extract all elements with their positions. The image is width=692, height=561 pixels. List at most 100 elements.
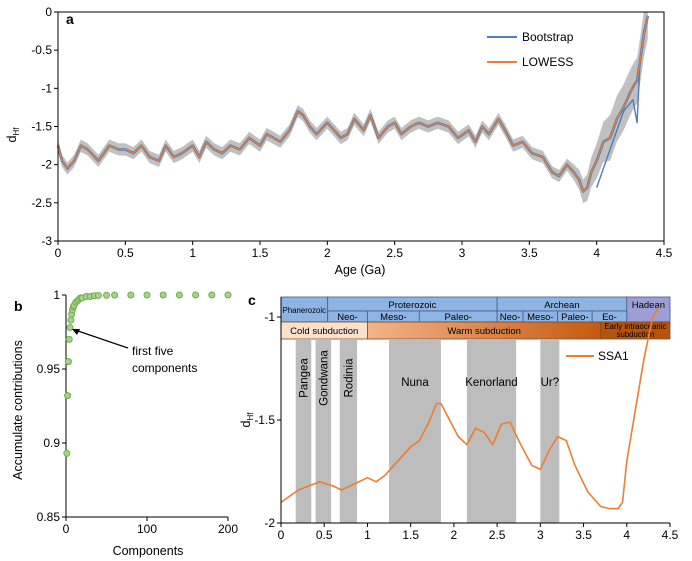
panel-c-series bbox=[280, 306, 661, 510]
era-label: Paleo- bbox=[444, 312, 471, 323]
y-tick-label: -1 bbox=[41, 81, 52, 95]
x-tick-label: 200 bbox=[218, 522, 238, 536]
y-tick-label: 0.85 bbox=[37, 510, 61, 524]
era-label: Neo- bbox=[337, 312, 358, 323]
subduction-cell bbox=[600, 321, 671, 340]
supercontinent-label: Rodinia bbox=[343, 358, 355, 398]
data-point bbox=[64, 358, 72, 366]
data-point bbox=[67, 316, 75, 324]
panel-c: c Pangea Gondwana Rodinia Nuna Kenorland Ur? … bbox=[239, 292, 679, 542]
data-point bbox=[65, 335, 73, 343]
x-tick-label: 1.5 bbox=[402, 528, 419, 542]
x-tick-label: 2 bbox=[324, 246, 331, 260]
data-point bbox=[64, 392, 72, 400]
x-tick-label: 4.5 bbox=[656, 246, 673, 260]
era-label: Eo- bbox=[602, 312, 617, 323]
annotation-arrow bbox=[74, 329, 129, 349]
data-point bbox=[208, 291, 216, 299]
data-point bbox=[192, 291, 200, 299]
panel-c-letter: c bbox=[248, 292, 256, 308]
panel-b-ylabel: Accumulate contributions bbox=[11, 340, 25, 480]
era-label: Paleo- bbox=[561, 312, 588, 323]
y-tick-label: 0 bbox=[45, 5, 52, 19]
panel-b-points bbox=[63, 291, 232, 457]
x-tick-label: 0 bbox=[278, 528, 285, 542]
legend-lowess-label: LOWESS bbox=[522, 55, 573, 69]
data-point bbox=[175, 291, 183, 299]
supercontinent-label: Gondwana bbox=[318, 350, 330, 406]
y-tick-label: -2 bbox=[264, 516, 275, 530]
panel-a-xlabel: Age (Ga) bbox=[335, 263, 386, 277]
subduction-label: Warm subduction bbox=[447, 326, 521, 337]
data-point bbox=[103, 291, 110, 299]
data-point bbox=[111, 291, 119, 299]
supercontinent-band bbox=[466, 340, 517, 523]
panel-c-ylabel: dHf bbox=[239, 412, 255, 428]
data-point bbox=[159, 291, 167, 299]
x-tick-label: 0 bbox=[63, 522, 70, 536]
panel-b-xlabel: Components bbox=[113, 544, 184, 558]
panel-a-axes: 0 0.5 1 1.5 2 2.5 3 3.5 4 4.5 0 -0.5 -1 -1.5 -2 -2.5 -3 bbox=[31, 5, 672, 260]
panel-a-letter: a bbox=[66, 11, 74, 27]
eon-label: Archean bbox=[544, 300, 579, 311]
data-point bbox=[66, 324, 74, 332]
x-tick-label: 4 bbox=[593, 246, 600, 260]
panel-a-series bbox=[56, 15, 650, 193]
supercontinent-band bbox=[540, 340, 560, 523]
x-tick-label: 2.5 bbox=[489, 528, 506, 542]
eon-cell bbox=[280, 296, 329, 323]
x-tick-label: 1 bbox=[189, 246, 196, 260]
panel-c-axes: 0 0.5 1 1.5 2 2.5 3 3.5 4 4.5 -1 -1.5 -2 bbox=[254, 297, 679, 542]
y-tick-label: -0.5 bbox=[31, 43, 52, 57]
ssa1-line bbox=[280, 306, 661, 510]
y-tick-label: 0.95 bbox=[37, 362, 61, 376]
era-label: Neo- bbox=[500, 312, 521, 323]
legend-ssa1-label: SSA1 bbox=[598, 349, 629, 363]
x-tick-label: 2.5 bbox=[386, 246, 403, 260]
y-tick-label: -1.5 bbox=[254, 413, 275, 427]
x-tick-label: 4.5 bbox=[662, 528, 679, 542]
supercontinent-label: Kenorland bbox=[465, 377, 517, 389]
supercontinent-label: Ur? bbox=[541, 377, 560, 389]
data-point bbox=[224, 291, 232, 299]
supercontinent-band bbox=[339, 340, 358, 523]
y-tick-label: 0.9 bbox=[43, 436, 60, 450]
annotation-arrowhead bbox=[72, 329, 80, 335]
supercontinent-band bbox=[315, 340, 332, 523]
supercontinent-label: Nuna bbox=[401, 377, 429, 389]
panel-c-legend: SSA1 bbox=[566, 349, 629, 363]
eon-label: Proterozoic bbox=[388, 300, 436, 311]
x-tick-label: 1.5 bbox=[252, 246, 269, 260]
geologic-timeline: Phanerozoic Proterozoic Archean Hadean Neo- M… bbox=[280, 296, 671, 340]
supercontinent-bands: Pangea Gondwana Rodinia Nuna Kenorland Ur? bbox=[295, 340, 560, 523]
annotation-line-1: first five bbox=[132, 344, 174, 358]
y-tick-label: -2.5 bbox=[31, 196, 52, 210]
eon-label: Phanerozoic bbox=[283, 306, 326, 315]
supercontinent-label: Pangea bbox=[298, 358, 310, 398]
data-point bbox=[94, 291, 102, 299]
data-point bbox=[127, 291, 135, 299]
panel-a-ylabel: dHf bbox=[5, 127, 21, 143]
subduction-label: subduction bbox=[617, 330, 655, 339]
x-tick-label: 4 bbox=[623, 528, 630, 542]
x-tick-label: 3.5 bbox=[521, 246, 538, 260]
era-label: Meso- bbox=[380, 312, 406, 323]
y-tick-label: -2 bbox=[41, 158, 52, 172]
x-tick-label: 2 bbox=[451, 528, 458, 542]
supercontinent-band bbox=[295, 340, 312, 523]
subduction-label: Early intraoceanic bbox=[604, 322, 666, 331]
y-tick-label: -3 bbox=[41, 234, 52, 248]
eon-label: Hadean bbox=[632, 300, 665, 311]
panel-b-axes: 0 100 200 1 0.95 0.9 0.85 bbox=[37, 288, 239, 536]
x-tick-label: 100 bbox=[137, 522, 157, 536]
y-tick-label: -1 bbox=[264, 310, 275, 324]
panel-a-legend: Bootstrap LOWESS bbox=[487, 30, 574, 69]
x-tick-label: 3 bbox=[537, 528, 544, 542]
x-tick-label: 1 bbox=[364, 528, 371, 542]
panel-b: b 0 100 200 1 0.95 0.9 0.85 first five compone… bbox=[11, 288, 238, 558]
panel-a: a 0 0.5 1 1.5 2 2.5 3 3.5 4 4.5 0 -0.5 -1 -1.5 -2 -2.5 -… bbox=[5, 5, 673, 277]
x-tick-label: 3 bbox=[459, 246, 466, 260]
data-point bbox=[63, 449, 71, 457]
x-tick-label: 3.5 bbox=[575, 528, 592, 542]
